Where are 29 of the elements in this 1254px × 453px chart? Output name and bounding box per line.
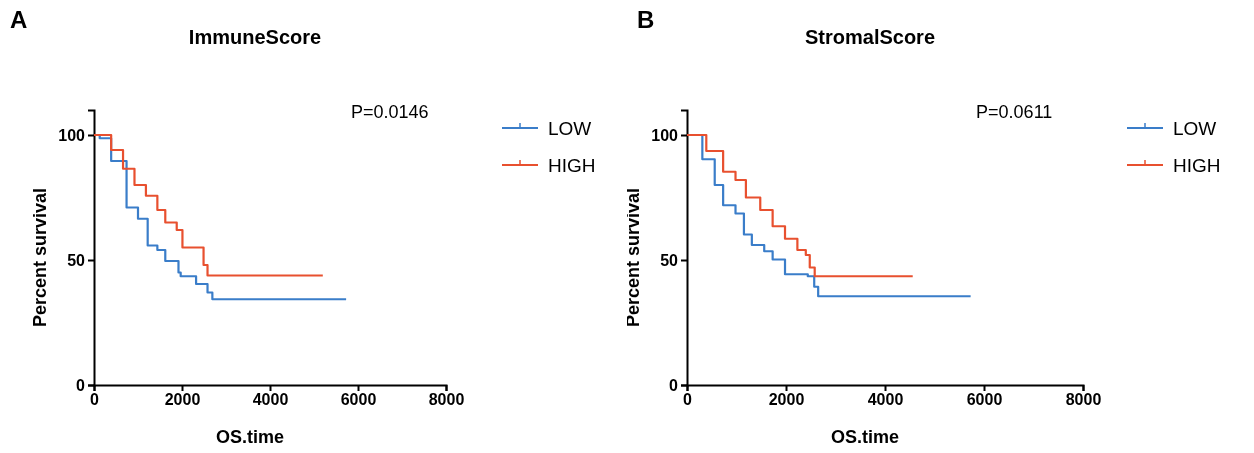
legend-label: HIGH	[1173, 155, 1221, 176]
x-tick-label: 2000	[164, 391, 201, 409]
y-axis-title: Percent survival	[30, 187, 50, 328]
annotation: P=0.0611	[976, 102, 1053, 122]
x-axis-title: OS.time	[215, 427, 285, 447]
y-tick-label: 50	[660, 251, 679, 269]
y-tick-label: 0	[76, 376, 86, 394]
x-tick-label: 4000	[252, 391, 289, 409]
x-tick-label: 8000	[428, 391, 465, 409]
legend-label: LOW	[1173, 118, 1217, 139]
y-tick-label: 0	[669, 376, 679, 394]
text: B	[637, 6, 655, 33]
legend-label: LOW	[548, 118, 592, 139]
x-tick-label: 2000	[768, 391, 805, 409]
annotation: P=0.0146	[350, 102, 429, 122]
x-tick-label: 6000	[966, 391, 1003, 409]
chart-title: StromalScore	[804, 26, 936, 48]
text: A	[10, 6, 28, 33]
chart-title: ImmuneScore	[188, 26, 322, 48]
legend-label: HIGH	[548, 155, 596, 176]
x-axis-title: OS.time	[830, 427, 900, 447]
x-tick-label: 8000	[1065, 391, 1102, 409]
y-tick-label: 100	[651, 126, 679, 144]
x-tick-label: 6000	[340, 391, 377, 409]
y-tick-label: 50	[67, 251, 86, 269]
x-tick-label: 0	[683, 391, 693, 409]
x-tick-label: 0	[90, 391, 100, 409]
y-tick-label: 100	[58, 126, 86, 144]
x-tick-label: 4000	[867, 391, 904, 409]
